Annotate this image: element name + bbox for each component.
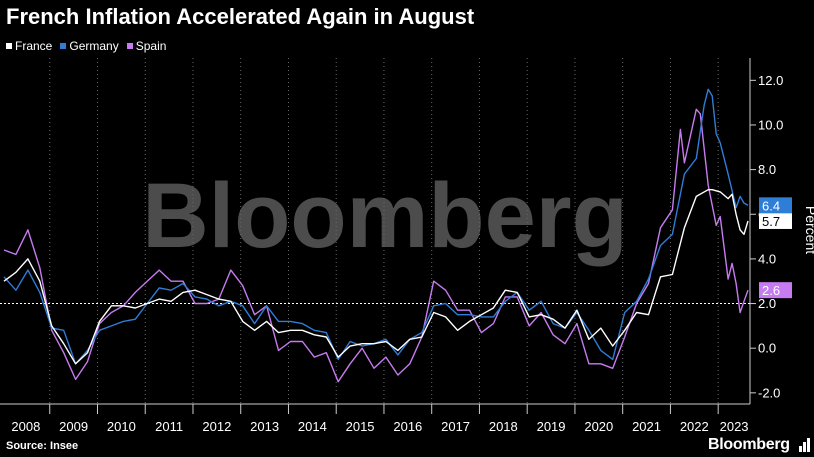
y-tick-label-12.0: 12.0 <box>758 73 783 88</box>
x-tick-label-2010: 2010 <box>107 419 136 434</box>
end-value-labels: 5.76.4 2.6 <box>759 197 792 299</box>
y-tick-label-10.0: 10.0 <box>758 117 783 132</box>
series-line-spain <box>3 108 749 383</box>
chart-title: French Inflation Accelerated Again in Au… <box>6 4 475 29</box>
legend-label-germany: Germany <box>69 39 119 53</box>
y-tick-label-0.0: 0.0 <box>758 341 776 356</box>
end-label-box-france <box>759 212 792 229</box>
x-axis: 2008 2009 2010 2011 2012 2013 2014 2015 2016 2017… <box>0 403 750 434</box>
end-label-germany: 6.4 <box>759 197 792 214</box>
x-tick-label-2021: 2021 <box>632 419 661 434</box>
legend-item-france: France <box>6 39 52 53</box>
x-tick-label-2012: 2012 <box>202 419 231 434</box>
x-tick-label-2018: 2018 <box>489 419 518 434</box>
x-tick-label-2008: 2008 <box>11 419 40 434</box>
x-tick-label-2020: 2020 <box>584 419 613 434</box>
legend-label-spain: Spain <box>135 39 167 53</box>
end-label-box-germany <box>759 197 792 214</box>
end-label-text-france: 5.7 <box>762 214 780 229</box>
source-note: Source: Insee <box>6 440 79 452</box>
x-tick-label-2014: 2014 <box>298 419 327 434</box>
chart-legend: France Germany Spain <box>6 39 166 53</box>
y-axis-label: Percent <box>803 206 814 254</box>
x-tick-label-2015: 2015 <box>346 419 375 434</box>
x-tick-label-2011: 2011 <box>155 419 183 434</box>
x-tick-label-2023: 2023 <box>720 419 749 434</box>
legend-swatch-germany <box>60 43 67 49</box>
end-label-spain: 2.6 <box>759 282 792 299</box>
y-tick-label-8.0: 8.0 <box>758 162 776 177</box>
x-tick-label-2016: 2016 <box>393 419 422 434</box>
legend-swatch-france <box>6 43 12 49</box>
legend-item-germany: Germany <box>60 39 119 53</box>
y-tick-label-2.0: 2.0 <box>758 296 776 311</box>
x-tick-label-2022: 2022 <box>680 419 709 434</box>
legend-item-spain: Spain <box>126 39 167 53</box>
y-tick-label--2.0: -2.0 <box>758 385 780 400</box>
series-line-france <box>3 189 749 365</box>
end-label-france: 5.7 <box>759 212 792 229</box>
bar-chart-icon <box>799 438 810 452</box>
y-axis: -2.00.02.04.06.08.010.012.0 <box>0 58 783 404</box>
bloomberg-logo: Bloomberg <box>708 436 790 453</box>
x-tick-label-2017: 2017 <box>441 419 470 434</box>
end-label-text-germany: 6.4 <box>762 198 780 213</box>
end-label-text-spain: 2.6 <box>762 283 780 298</box>
y-tick-label-4.0: 4.0 <box>758 251 776 266</box>
x-tick-label-2013: 2013 <box>250 419 279 434</box>
series-lines <box>3 88 749 383</box>
legend-label-france: France <box>15 39 53 53</box>
legend-swatch-spain <box>126 43 133 49</box>
end-label-box-spain <box>759 282 792 299</box>
bloomberg-watermark: Bloomberg <box>142 165 628 267</box>
x-tick-label-2019: 2019 <box>537 419 566 434</box>
vertical-grid-lines <box>49 58 719 404</box>
x-tick-label-2009: 2009 <box>59 419 88 434</box>
